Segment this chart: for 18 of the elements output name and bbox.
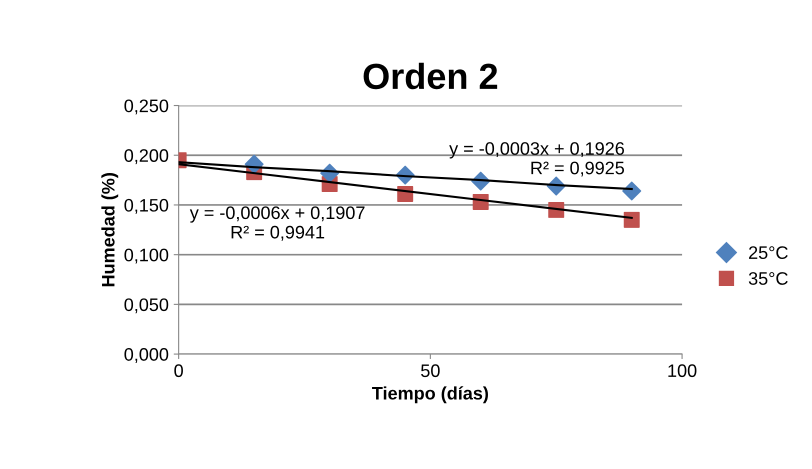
y-tick-label: 0,250 [124, 99, 168, 114]
y-tick-label: 0,100 [124, 248, 168, 264]
x-tick-label: 50 [421, 364, 440, 378]
chart-title: Orden 2 [364, 62, 498, 90]
annotation: y = -0,0006x + 0,1907 R² = 0,9941 [190, 206, 365, 241]
y-tick-label: 0,200 [124, 149, 168, 164]
x-tick-label: 100 [668, 364, 696, 378]
y-tick-label: 0,150 [124, 198, 168, 214]
annotation: y = -0,0003x + 0,1926 R² = 0,9925 [449, 142, 624, 176]
y-tick-label: 0,000 [124, 348, 168, 363]
legend-label: 25°C [749, 246, 788, 260]
y-tick-label: 0,050 [124, 298, 168, 314]
point [624, 212, 640, 228]
x-tick-label: 0 [174, 364, 183, 378]
point [622, 182, 642, 201]
legend-label: 35°C [748, 272, 788, 285]
y-axis-title: Humedad (%) [101, 173, 118, 286]
x-axis-title: Tiempo (días) [372, 386, 488, 404]
